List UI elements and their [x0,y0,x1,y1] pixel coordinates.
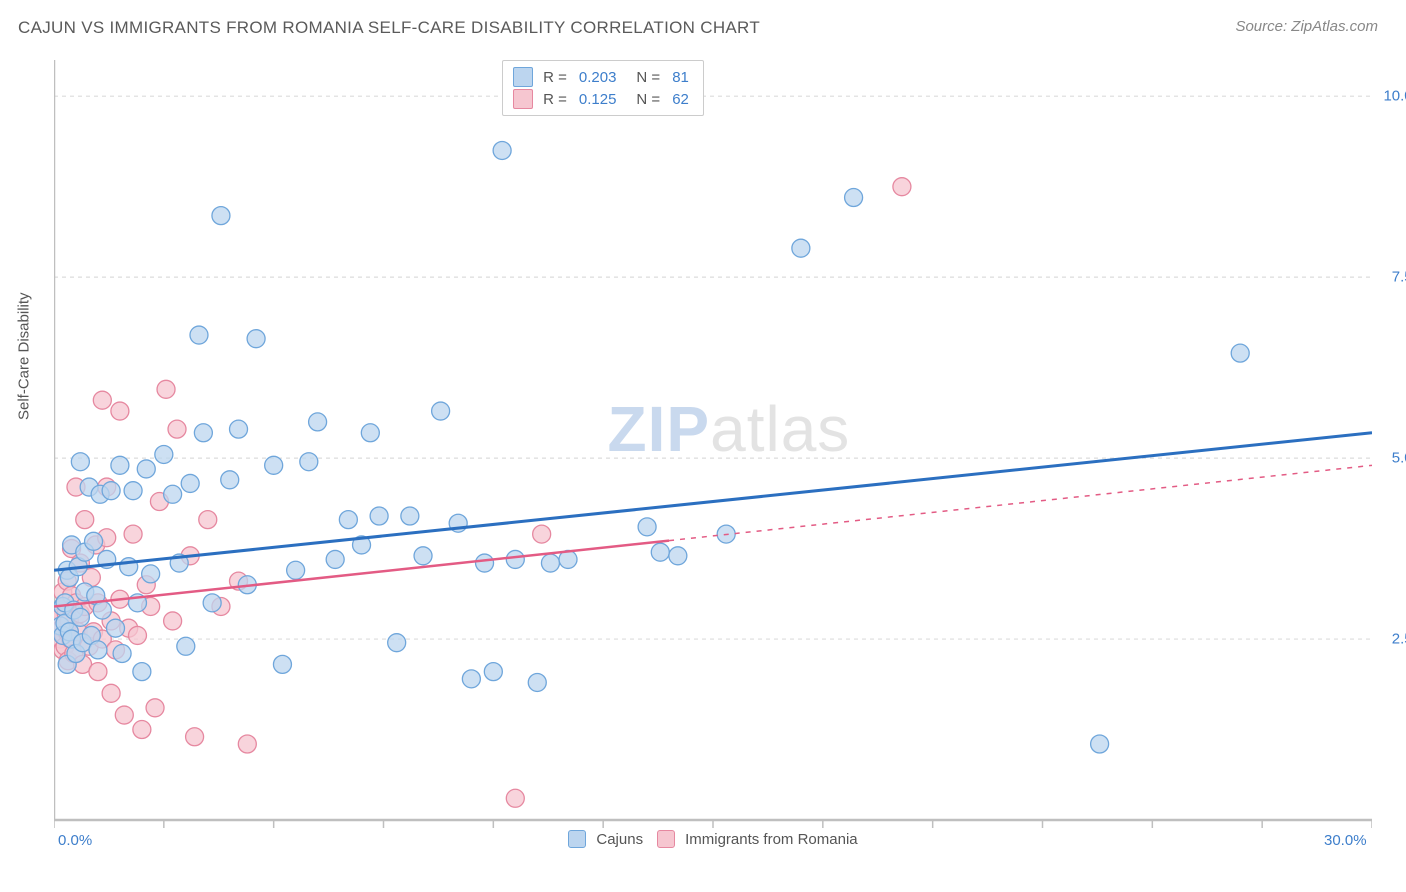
legend-row: R =0.203N =81 [513,67,693,87]
y-tick-label: 2.5% [1392,631,1406,648]
y-axis-label: Self-Care Disability [16,292,33,420]
chart-area: ZIPatlas R =0.203N =81R =0.125N =62 2.5%… [54,60,1372,850]
scatter-plot-svg [54,60,1372,850]
series-legend: Cajuns Immigrants from Romania [54,826,1372,852]
source-attribution: Source: ZipAtlas.com [1235,18,1378,35]
legend-item: Cajuns [568,830,643,848]
correlation-legend: R =0.203N =81R =0.125N =62 [502,60,704,116]
y-tick-label: 7.5% [1392,269,1406,286]
y-tick-label: 5.0% [1392,450,1406,467]
legend-row: R =0.125N =62 [513,89,693,109]
y-tick-label: 10.0% [1383,88,1406,105]
legend-item: Immigrants from Romania [657,830,858,848]
chart-title: CAJUN VS IMMIGRANTS FROM ROMANIA SELF-CA… [18,18,760,38]
